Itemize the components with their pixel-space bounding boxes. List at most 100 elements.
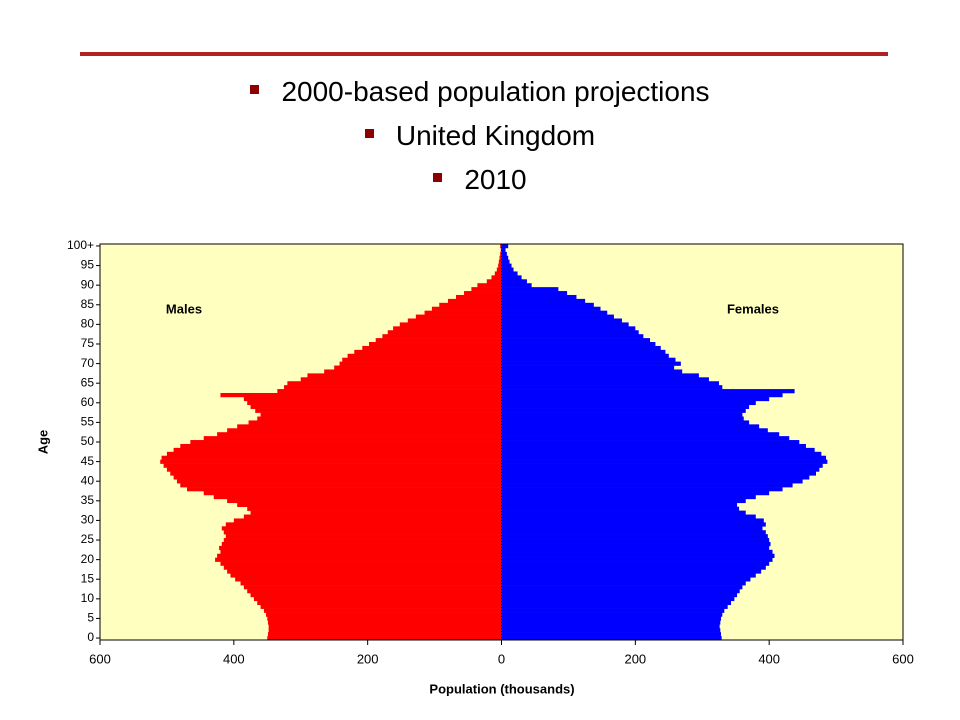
y-tick-label: 0 bbox=[87, 630, 94, 644]
y-tick-label: 10 bbox=[81, 591, 95, 605]
annotation: Males bbox=[166, 301, 202, 316]
bar bbox=[501, 408, 746, 413]
bar bbox=[501, 267, 514, 272]
x-tick-label: 600 bbox=[89, 651, 111, 666]
bar bbox=[260, 604, 502, 609]
y-tick-label: 25 bbox=[81, 532, 95, 546]
y-tick-label: 50 bbox=[81, 434, 95, 448]
bar bbox=[501, 294, 577, 300]
bar bbox=[501, 345, 661, 351]
bar bbox=[237, 424, 502, 429]
bar bbox=[494, 271, 502, 276]
bar bbox=[501, 381, 719, 386]
bar bbox=[173, 475, 502, 480]
bar bbox=[501, 573, 756, 578]
bar bbox=[501, 447, 815, 453]
bar bbox=[399, 322, 502, 327]
bar bbox=[221, 541, 502, 547]
bar bbox=[471, 287, 502, 292]
bar bbox=[501, 624, 720, 629]
bar bbox=[501, 455, 827, 460]
bar bbox=[227, 569, 502, 574]
bar bbox=[491, 275, 502, 280]
bar bbox=[501, 287, 559, 292]
bar bbox=[213, 494, 502, 500]
bullet-text: United Kingdom bbox=[395, 120, 596, 151]
bar bbox=[501, 561, 770, 566]
bar bbox=[501, 577, 751, 582]
bar bbox=[501, 581, 746, 586]
bar bbox=[501, 502, 738, 507]
bar bbox=[498, 259, 502, 264]
y-tick-label: 80 bbox=[81, 317, 95, 331]
bar bbox=[501, 459, 828, 464]
bar bbox=[235, 577, 502, 582]
bar bbox=[501, 463, 823, 468]
bar bbox=[501, 338, 651, 343]
bar bbox=[501, 491, 770, 496]
bar bbox=[501, 596, 735, 602]
bar bbox=[501, 522, 766, 527]
bar bbox=[500, 244, 502, 249]
bar bbox=[217, 553, 502, 558]
bar bbox=[447, 298, 502, 304]
bar bbox=[501, 604, 728, 609]
bar bbox=[501, 349, 666, 355]
bar bbox=[499, 255, 502, 260]
bar bbox=[250, 404, 502, 409]
bar bbox=[227, 428, 502, 433]
bar bbox=[498, 263, 502, 268]
bar bbox=[220, 561, 502, 566]
y-tick-label: 65 bbox=[81, 375, 95, 389]
bar bbox=[253, 596, 502, 602]
bar bbox=[339, 361, 502, 366]
x-axis-title: Population (thousands) bbox=[429, 681, 574, 696]
bar bbox=[223, 538, 502, 543]
y-tick-label: 45 bbox=[81, 454, 95, 468]
bar bbox=[501, 589, 740, 594]
bar bbox=[501, 361, 681, 366]
bar bbox=[387, 330, 502, 335]
bar bbox=[501, 259, 510, 264]
bar bbox=[501, 620, 721, 625]
bullet-text: 2010 bbox=[464, 164, 527, 195]
bar bbox=[248, 420, 502, 425]
bar bbox=[225, 534, 502, 539]
bar bbox=[375, 338, 502, 343]
bar bbox=[501, 541, 771, 547]
y-tick-label: 70 bbox=[81, 356, 95, 370]
y-tick-label: 60 bbox=[81, 395, 95, 409]
bar bbox=[415, 314, 502, 319]
x-tick-label: 200 bbox=[357, 651, 379, 666]
bar bbox=[347, 353, 502, 359]
bar bbox=[501, 314, 614, 319]
bar bbox=[501, 247, 506, 253]
bar bbox=[219, 545, 502, 551]
bar bbox=[268, 628, 502, 633]
bar bbox=[243, 514, 502, 519]
bar bbox=[501, 553, 775, 558]
bar bbox=[267, 636, 502, 641]
bar bbox=[342, 357, 502, 362]
bar bbox=[277, 389, 502, 394]
bar bbox=[307, 373, 502, 378]
bar bbox=[501, 275, 522, 280]
y-tick-label: 40 bbox=[81, 473, 95, 487]
bar bbox=[186, 487, 502, 492]
bar bbox=[268, 624, 502, 629]
bar bbox=[501, 396, 770, 402]
bar bbox=[203, 491, 502, 496]
bar bbox=[501, 530, 766, 535]
bar bbox=[324, 369, 502, 374]
bar bbox=[180, 443, 502, 449]
y-tick-label: 20 bbox=[81, 552, 95, 566]
bar bbox=[334, 365, 502, 370]
bar bbox=[501, 389, 795, 394]
bar bbox=[501, 545, 770, 551]
bar bbox=[180, 483, 502, 488]
bar bbox=[267, 620, 502, 625]
bar bbox=[267, 632, 502, 637]
bar bbox=[393, 326, 502, 331]
bar bbox=[501, 467, 820, 472]
y-tick-label: 15 bbox=[81, 571, 95, 585]
